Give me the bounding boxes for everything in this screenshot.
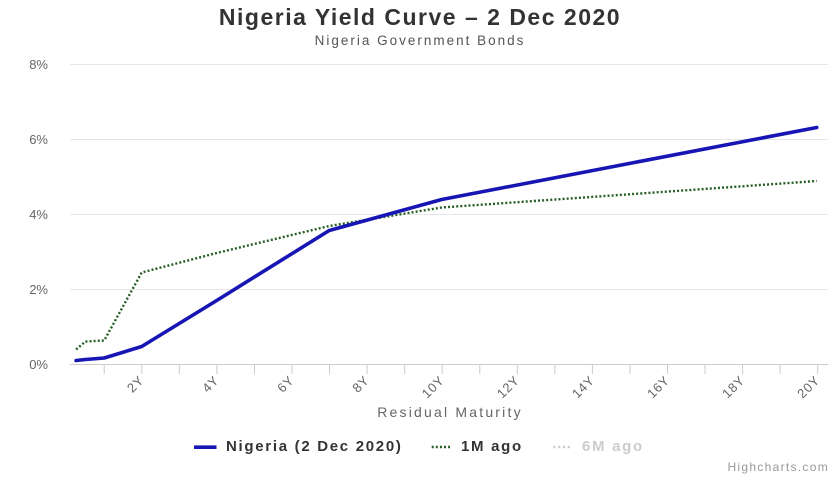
svg-text:1M ago: 1M ago	[461, 438, 523, 455]
svg-text:4%: 4%	[29, 207, 48, 222]
svg-text:6%: 6%	[29, 132, 48, 147]
svg-text:8%: 8%	[29, 57, 48, 72]
svg-text:6M ago: 6M ago	[582, 438, 644, 455]
svg-text:Residual Maturity: Residual Maturity	[377, 404, 523, 420]
svg-text:Nigeria Government Bonds: Nigeria Government Bonds	[315, 33, 526, 48]
svg-text:0%: 0%	[29, 357, 48, 372]
svg-text:Nigeria Yield Curve – 2 Dec 20: Nigeria Yield Curve – 2 Dec 2020	[219, 4, 621, 30]
svg-text:Highcharts.com: Highcharts.com	[727, 460, 829, 474]
svg-text:Nigeria (2 Dec 2020): Nigeria (2 Dec 2020)	[226, 438, 403, 455]
svg-text:2%: 2%	[29, 282, 48, 297]
